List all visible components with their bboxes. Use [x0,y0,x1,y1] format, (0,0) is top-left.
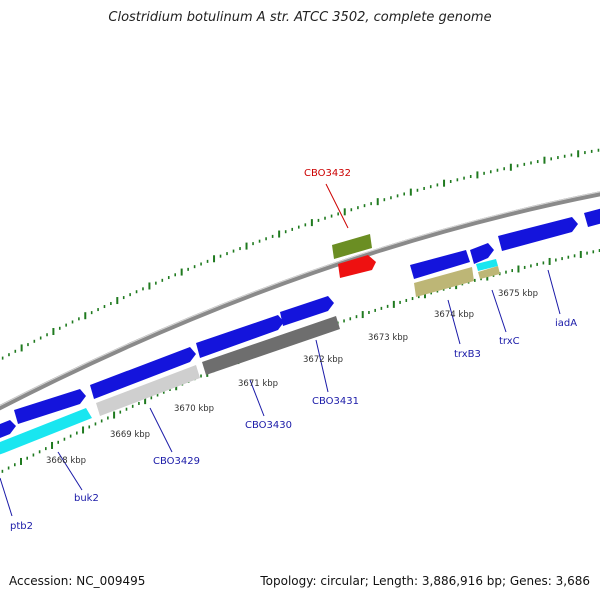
gene-arrow-forward[interactable] [0,420,16,442]
gene-label[interactable]: trxC [499,336,520,347]
leader-lines [0,269,561,517]
accession-text: Accession: NC_009495 [9,574,146,588]
gene-arrow-forward[interactable] [498,217,578,251]
gene-label[interactable]: CBO3431 [312,396,359,407]
highlight-leader-line [325,183,349,229]
gene-arrow-forward[interactable] [90,347,196,399]
gene-arrow-reverse[interactable] [476,259,498,271]
gene-arrow-forward[interactable] [470,243,494,264]
gene-arrow-forward[interactable] [196,315,284,358]
feature-olive[interactable] [332,234,372,259]
map-title: Clostridium botulinum A str. ATCC 3502, … [108,10,492,25]
kbp-label: 3672 kbp [303,355,343,365]
kbp-label: 3675 kbp [498,289,538,299]
gene-arrow-reverse[interactable] [414,267,474,297]
kbp-label: 3674 kbp [434,310,474,320]
kbp-label: 3669 kbp [110,430,150,440]
kbp-label: 3668 kbp [46,456,86,466]
outer-tick-ring [1,148,600,360]
gene-label[interactable]: CBO3429 [153,456,200,467]
gene-label[interactable]: iadA [555,318,577,329]
gene-arrow-reverse[interactable] [0,408,92,458]
gene-arrow-forward[interactable] [280,296,334,326]
genome-summary-text: Topology: circular; Length: 3,886,916 bp… [260,574,590,588]
gene-label[interactable]: buk2 [74,493,99,504]
gene-label[interactable]: ptb2 [10,521,33,532]
gene-arrow-reverse[interactable] [202,316,340,375]
gene-arrow-reverse[interactable] [96,365,200,416]
highlight-gene-label[interactable]: CBO3432 [304,168,351,179]
gene-arrow-forward[interactable] [14,389,86,424]
kbp-label: 3671 kbp [238,379,278,389]
gene-label[interactable]: trxB3 [454,349,481,360]
gene-label[interactable]: CBO3430 [245,420,292,431]
kbp-label: 3673 kbp [368,333,408,343]
feature-red[interactable] [338,255,376,278]
gene-arrow-reverse[interactable] [478,266,500,279]
genome-backbone [0,191,600,411]
gene-arrow-forward[interactable] [584,206,600,227]
genome-backbone-highlight [0,191,600,407]
gene-arrow-reverse[interactable] [410,250,470,279]
kbp-label: 3670 kbp [174,404,214,414]
